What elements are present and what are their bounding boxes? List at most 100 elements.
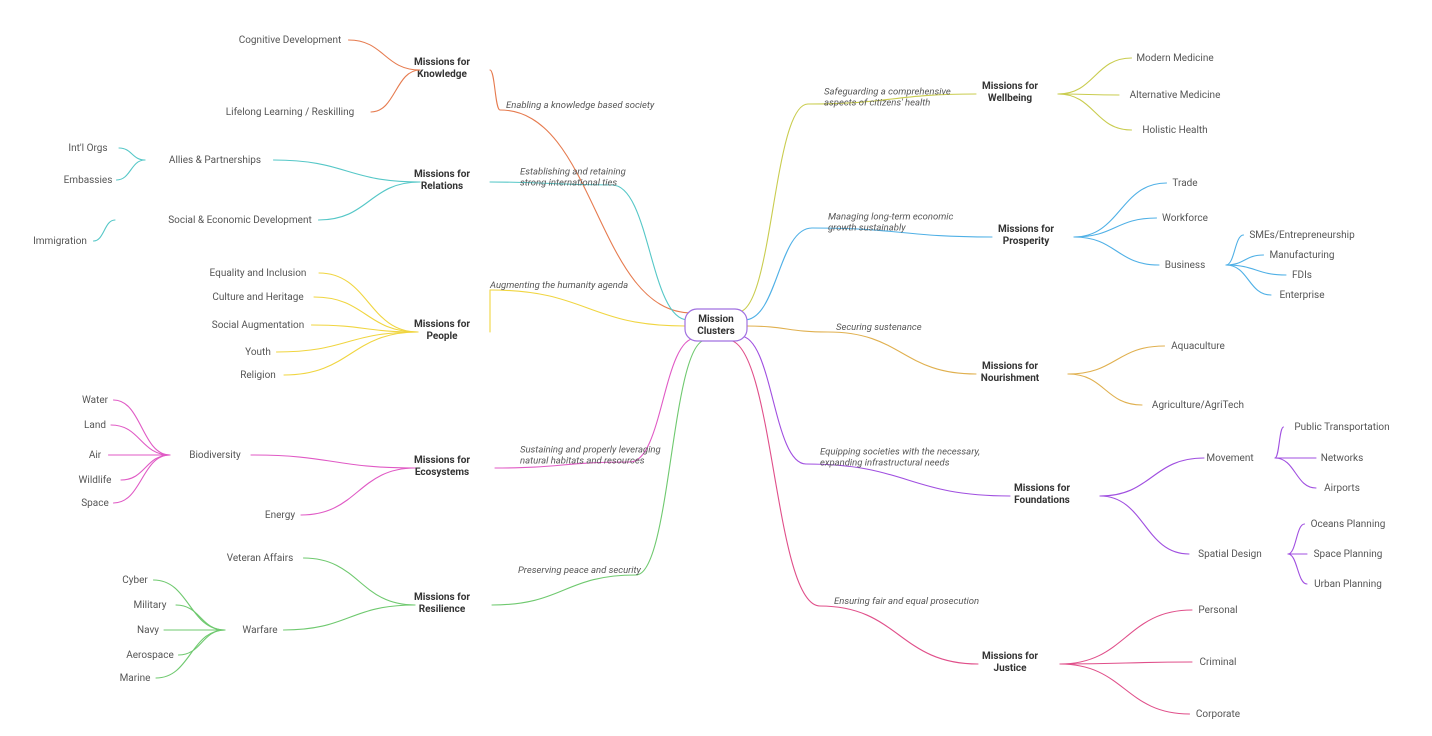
leaf-label: Manufacturing [1269, 249, 1334, 261]
leaf-label: Space Planning [1314, 549, 1383, 560]
leaf-label: Wildlife [79, 474, 112, 486]
branch-title: Missions forResilience [414, 592, 470, 615]
edge [746, 326, 828, 332]
leaf-label: Social Augmentation [212, 320, 305, 331]
leaf-label: Movement [1206, 453, 1253, 464]
edge [630, 338, 696, 462]
edge [119, 148, 145, 160]
leaf-label: Public Transportation [1294, 422, 1389, 433]
branch-title: Missions forRelations [414, 169, 470, 192]
edge [744, 228, 812, 320]
root-label: MissionClusters [697, 314, 735, 337]
leaf-label: Social & Economic Development [168, 215, 312, 226]
edge [94, 220, 116, 241]
branch-description: Preserving peace and security [518, 565, 642, 576]
edge [490, 290, 685, 326]
leaf-label: Water [82, 395, 109, 406]
leaf-label: Energy [265, 510, 295, 521]
branch-title: Missions forKnowledge [414, 57, 470, 80]
edge [284, 605, 416, 630]
edge [1100, 458, 1204, 496]
leaf-label: Agriculture/AgriTech [1152, 400, 1244, 411]
edge [492, 575, 636, 605]
leaf-label: Religion [240, 370, 276, 381]
leaf-label: Urban Planning [1314, 579, 1382, 590]
leaf-label: Embassies [64, 175, 113, 186]
leaf-label: Aerospace [126, 650, 174, 661]
leaf-label: SMEs/Entrepreneurship [1249, 230, 1355, 241]
leaf-label: Youth [245, 347, 271, 358]
leaf-label: Marine [120, 673, 151, 684]
edge [740, 336, 806, 464]
branch-description: Augmenting the humanity agenda [489, 280, 628, 291]
edge [319, 273, 418, 332]
leaf-label: Int'l Orgs [68, 143, 107, 154]
leaf-label: Immigration [33, 236, 87, 247]
leaf-label: Allies & Partnerships [169, 155, 261, 166]
branch-description: Establishing and retainingstrong interna… [520, 167, 626, 189]
edge [176, 605, 225, 630]
leaf-label: FDIs [1292, 270, 1312, 281]
edge [1288, 524, 1305, 554]
edge [319, 182, 421, 220]
leaf-label: Enterprise [1279, 290, 1324, 301]
edge [121, 455, 170, 480]
leaf-label: Aquaculture [1171, 341, 1225, 352]
leaf-label: Space [81, 498, 109, 509]
leaf-label: Warfare [242, 624, 277, 636]
leaf-label: Air [89, 450, 102, 461]
leaf-label: Biodiversity [189, 450, 241, 461]
edge [806, 464, 1010, 496]
branch-description: Safeguarding a comprehensiveaspects of c… [824, 87, 951, 109]
leaf-label: Modern Medicine [1136, 53, 1213, 64]
branch-description: Securing sustenance [836, 322, 922, 333]
leaf-label: Oceans Planning [1311, 519, 1386, 530]
branch-title: Missions forProsperity [998, 224, 1054, 247]
leaf-label: Spatial Design [1198, 549, 1262, 560]
leaf-label: Culture and Heritage [212, 292, 303, 303]
branch-title: Missions forJustice [982, 651, 1038, 674]
edge [1275, 427, 1284, 458]
edge [277, 332, 419, 352]
leaf-label: Business [1165, 260, 1205, 271]
edge [117, 160, 146, 180]
edge [820, 606, 978, 664]
edge [301, 468, 415, 515]
leaf-label: Navy [137, 625, 159, 636]
edge [490, 70, 500, 110]
branch-description: Sustaining and properly leveragingnatura… [520, 445, 661, 467]
edge [274, 160, 421, 182]
edge [114, 400, 171, 455]
edge [728, 340, 820, 606]
leaf-label: Lifelong Learning / Reskilling [226, 106, 355, 118]
leaf-label: Alternative Medicine [1130, 90, 1221, 101]
branch-title: Missions forPeople [414, 319, 470, 342]
branch-description: Enabling a knowledge based society [506, 100, 655, 111]
edge [114, 455, 171, 503]
branch-title: Missions forWellbeing [982, 81, 1038, 104]
edge [1068, 374, 1142, 405]
leaf-label: Holistic Health [1142, 125, 1207, 136]
edge [371, 70, 420, 112]
edge [636, 340, 706, 575]
edge [612, 185, 688, 320]
edge [1074, 218, 1157, 237]
leaf-label: Corporate [1196, 709, 1240, 720]
edge [1288, 554, 1307, 584]
leaf-label: Networks [1321, 453, 1364, 464]
edge [1060, 664, 1190, 714]
branch-description: Managing long-term economicgrowth sustai… [828, 212, 954, 234]
leaf-label: Airports [1324, 483, 1360, 494]
leaf-label: Land [84, 420, 106, 431]
edge [1074, 237, 1159, 265]
edge [1100, 496, 1189, 554]
leaf-label: Criminal [1200, 657, 1237, 668]
edge [1058, 94, 1132, 130]
leaf-label: Equality and Inclusion [210, 268, 307, 279]
edge [179, 630, 226, 655]
edge [314, 297, 418, 332]
mindmap-canvas: Enabling a knowledge based society Missio… [0, 0, 1432, 736]
edge [1226, 265, 1271, 295]
edge [349, 40, 421, 70]
edge [304, 558, 416, 605]
